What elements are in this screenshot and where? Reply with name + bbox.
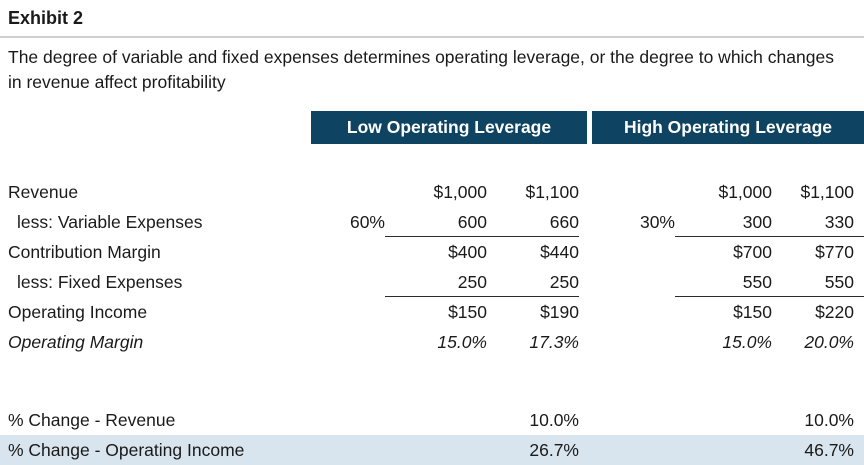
low-base-cell <box>385 405 487 435</box>
high-pct-cell <box>579 435 675 465</box>
spacer-row <box>0 357 864 405</box>
table-row: less: Fixed Expenses 250 250 550 550 <box>0 267 864 297</box>
high-new-cell: $1,100 <box>800 182 854 202</box>
row-label: Contribution Margin <box>8 242 161 262</box>
low-new-cell: 10.0% <box>529 410 579 430</box>
low-new-cell: 660 <box>487 207 579 237</box>
table-row: % Change - Revenue 10.0% 10.0% <box>0 405 864 435</box>
low-pct-cell: 60% <box>349 212 385 232</box>
group-header-band: Low Operating Leverage High Operating Le… <box>0 111 864 144</box>
low-pct-cell <box>318 237 385 267</box>
low-new-cell: $1,100 <box>525 182 579 202</box>
table-row: Contribution Margin $400 $440 $700 $770 <box>0 237 864 267</box>
high-base-cell <box>675 435 772 465</box>
high-new-cell: 550 <box>772 267 864 297</box>
low-pct-cell <box>318 267 385 297</box>
high-pct-cell <box>579 297 675 327</box>
high-new-cell: 10.0% <box>804 410 854 430</box>
table-row: Operating Margin 15.0% 17.3% 15.0% 20.0% <box>0 327 864 357</box>
low-new-cell: 250 <box>487 267 579 297</box>
low-pct-cell <box>318 177 385 207</box>
row-label: less: Variable Expenses <box>17 212 203 232</box>
low-new-cell: $190 <box>540 302 579 322</box>
low-base-cell: $400 <box>448 242 487 262</box>
high-pct-cell: 30% <box>639 212 675 232</box>
low-base-cell: 15.0% <box>437 332 487 352</box>
high-base-cell <box>675 405 772 435</box>
high-new-cell: $770 <box>815 242 854 262</box>
high-base-cell: $1,000 <box>718 182 772 202</box>
low-new-cell: $440 <box>540 242 579 262</box>
high-pct-cell <box>579 267 675 297</box>
row-label: Operating Margin <box>8 332 144 352</box>
high-base-cell: 300 <box>675 207 772 237</box>
low-pct-cell <box>318 327 385 357</box>
high-new-cell: 46.7% <box>804 440 854 460</box>
low-pct-cell <box>318 405 385 435</box>
high-pct-cell <box>579 177 675 207</box>
low-new-cell: 26.7% <box>529 440 579 460</box>
exhibit-title: Exhibit 2 <box>8 8 84 28</box>
low-base-cell: $150 <box>448 302 487 322</box>
leverage-table: Revenue $1,000 $1,100 $1,000 $1,100 less: Var… <box>0 177 864 465</box>
high-base-cell: $150 <box>733 302 772 322</box>
low-pct-cell <box>318 435 385 465</box>
title-divider <box>0 36 864 38</box>
table-row: Revenue $1,000 $1,100 $1,000 $1,100 <box>0 177 864 207</box>
high-base-cell: 550 <box>675 267 772 297</box>
low-base-cell: 600 <box>385 207 487 237</box>
group-header-high: High Operating Leverage <box>592 111 864 144</box>
high-pct-cell <box>579 327 675 357</box>
high-pct-cell <box>579 237 675 267</box>
table-row: less: Variable Expenses 60% 600 660 30% 300 33… <box>0 207 864 237</box>
table-row: % Change - Operating Income 26.7% 46.7% <box>0 435 864 465</box>
low-base-cell <box>385 435 487 465</box>
group-header-low: Low Operating Leverage <box>311 111 587 144</box>
row-label: % Change - Revenue <box>8 410 176 430</box>
row-label: Operating Income <box>8 302 148 322</box>
exhibit-subtitle: The degree of variable and fixed expense… <box>8 47 834 92</box>
low-pct-cell <box>318 297 385 327</box>
low-base-cell: $1,000 <box>433 182 487 202</box>
high-new-cell: 20.0% <box>804 332 854 352</box>
row-label: Revenue <box>8 182 79 202</box>
high-base-cell: 15.0% <box>722 332 772 352</box>
high-pct-cell <box>579 405 675 435</box>
low-base-cell: 250 <box>385 267 487 297</box>
high-base-cell: $700 <box>733 242 772 262</box>
row-label: % Change - Operating Income <box>8 440 245 460</box>
high-new-cell: 330 <box>772 207 864 237</box>
high-new-cell: $220 <box>815 302 854 322</box>
row-label: less: Fixed Expenses <box>17 272 183 292</box>
low-new-cell: 17.3% <box>529 332 579 352</box>
table-row: Operating Income $150 $190 $150 $220 <box>0 297 864 327</box>
